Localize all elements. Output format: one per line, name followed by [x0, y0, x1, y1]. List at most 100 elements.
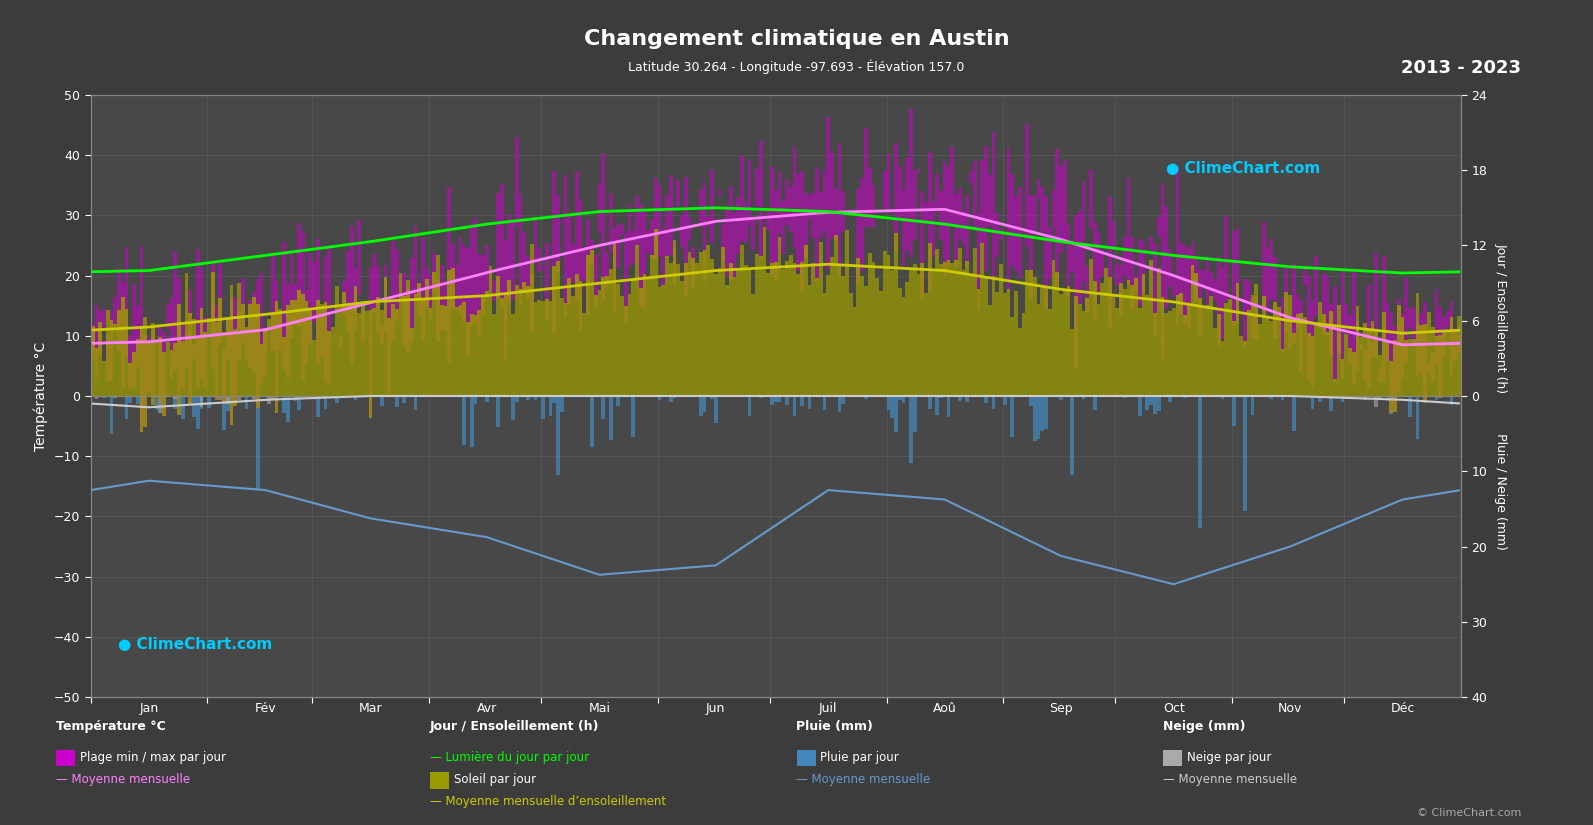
Bar [938, 396, 943, 398]
Bar [1419, 314, 1423, 373]
Bar [207, 396, 210, 408]
Bar [883, 171, 887, 208]
Bar [462, 302, 467, 396]
Bar [1435, 337, 1438, 363]
Bar [782, 269, 785, 396]
Bar [1435, 396, 1438, 400]
Bar [1453, 329, 1458, 361]
Bar [1168, 249, 1172, 286]
Bar [1405, 279, 1408, 363]
Bar [1004, 293, 1007, 396]
Bar [677, 264, 680, 396]
Bar [769, 263, 774, 274]
Bar [121, 297, 124, 396]
Bar [519, 289, 523, 396]
Bar [628, 205, 631, 266]
Bar [578, 281, 583, 330]
Bar [1063, 159, 1067, 244]
Bar [1074, 295, 1078, 396]
Bar [752, 219, 755, 250]
Bar [1126, 280, 1131, 284]
Bar [946, 396, 951, 417]
Bar [1411, 339, 1416, 396]
Bar [1438, 335, 1442, 396]
Bar [1330, 311, 1333, 355]
Bar [274, 280, 279, 413]
Bar [1168, 396, 1172, 402]
Bar [327, 331, 331, 396]
Bar [1109, 277, 1112, 327]
Bar [620, 295, 624, 396]
Bar [628, 294, 631, 396]
Bar [495, 396, 500, 427]
Bar [672, 247, 677, 285]
Bar [564, 303, 567, 318]
Bar [605, 276, 609, 396]
Bar [1109, 277, 1112, 396]
Bar [1067, 224, 1070, 297]
Bar [1408, 339, 1411, 396]
Bar [376, 297, 379, 334]
Bar [863, 285, 868, 396]
Bar [890, 270, 894, 396]
Bar [1265, 318, 1270, 396]
Bar [548, 300, 553, 396]
Bar [1458, 335, 1461, 352]
Bar [1352, 352, 1356, 396]
Bar [1040, 187, 1043, 232]
Bar [188, 314, 193, 396]
Bar [1352, 268, 1356, 385]
Bar [1416, 294, 1419, 396]
Bar [782, 201, 785, 254]
Bar [827, 275, 830, 396]
Bar [140, 396, 143, 408]
Bar [196, 338, 199, 388]
Text: 2013 - 2023: 2013 - 2023 [1402, 59, 1521, 78]
Bar [954, 260, 957, 396]
Bar [421, 298, 425, 342]
Bar [1341, 396, 1344, 402]
Bar [846, 230, 849, 396]
Bar [564, 303, 567, 396]
Bar [811, 262, 816, 396]
Text: ● ClimeChart.com: ● ClimeChart.com [1166, 161, 1321, 177]
Bar [432, 253, 436, 293]
Bar [1015, 196, 1018, 271]
Bar [706, 217, 710, 227]
Bar [94, 396, 99, 398]
Bar [677, 180, 680, 206]
Bar [996, 292, 999, 396]
Bar [1018, 187, 1021, 278]
Bar [500, 298, 503, 307]
Bar [1059, 294, 1063, 396]
Bar [373, 308, 376, 313]
Bar [102, 396, 105, 398]
Bar [105, 310, 110, 396]
Bar [478, 310, 481, 396]
Bar [335, 396, 339, 403]
Bar [241, 304, 245, 343]
Bar [965, 261, 969, 396]
Bar [320, 309, 323, 356]
Bar [129, 363, 132, 389]
Text: — Moyenne mensuelle d’ensoleillement: — Moyenne mensuelle d’ensoleillement [430, 795, 666, 808]
Bar [282, 242, 287, 370]
Bar [1231, 396, 1236, 426]
Bar [691, 248, 695, 289]
Bar [282, 337, 287, 396]
Bar [1289, 322, 1292, 349]
Bar [260, 344, 263, 396]
Bar [857, 257, 860, 396]
Bar [819, 192, 822, 238]
Bar [151, 323, 155, 396]
Bar [1378, 396, 1383, 399]
Bar [511, 314, 515, 396]
Bar [553, 396, 556, 403]
Bar [1281, 396, 1284, 400]
Bar [229, 285, 234, 396]
Bar [988, 304, 991, 396]
Bar [534, 396, 537, 400]
Bar [913, 264, 916, 396]
Bar [387, 318, 390, 394]
Bar [1311, 336, 1314, 387]
